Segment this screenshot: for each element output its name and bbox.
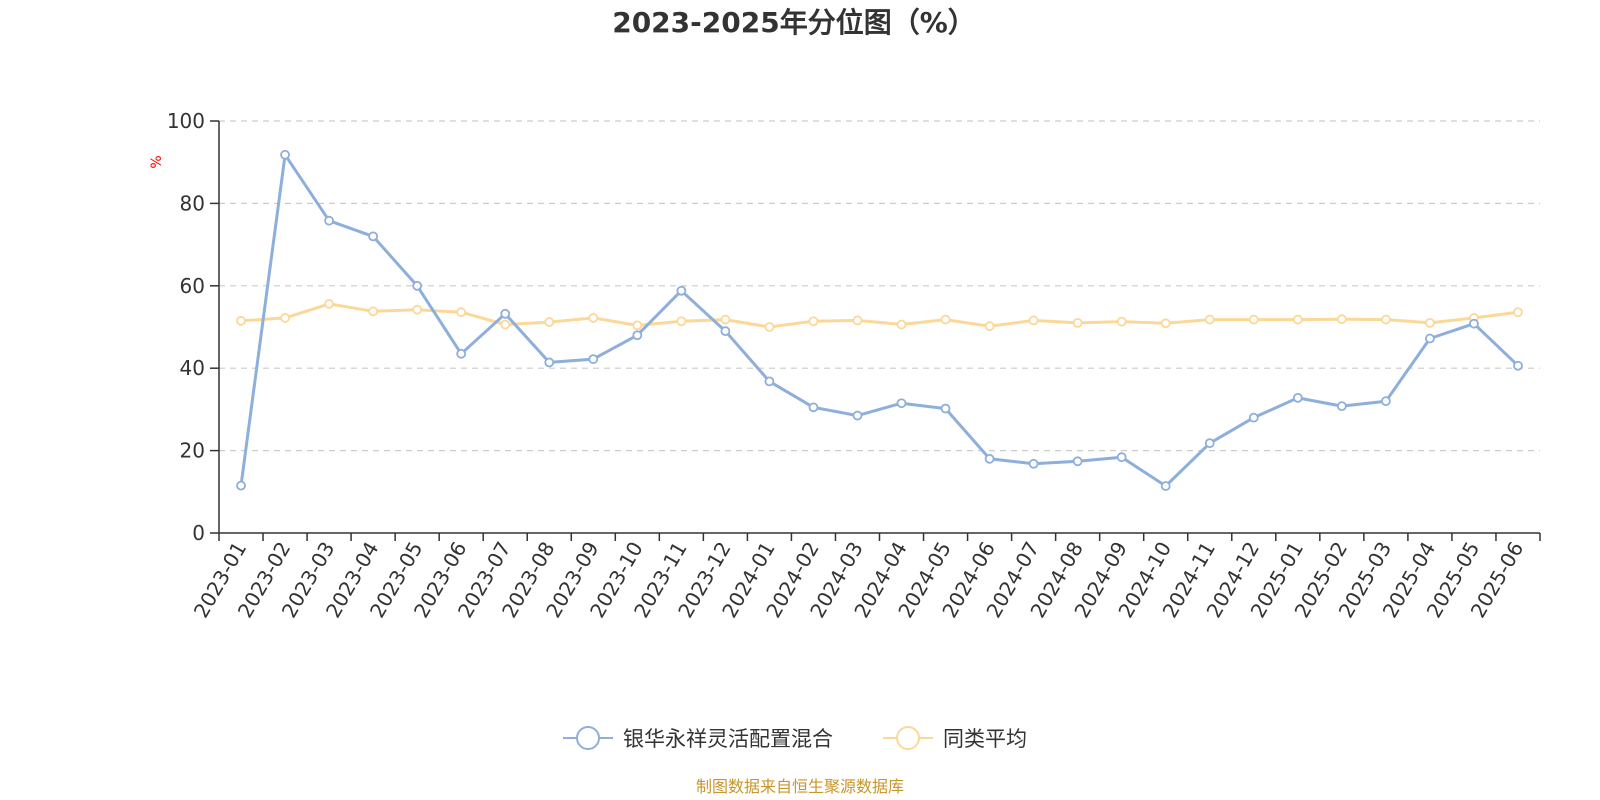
data-point <box>236 315 246 326</box>
data-point <box>1028 458 1039 469</box>
data-point <box>324 215 334 226</box>
data-point <box>1469 318 1479 329</box>
data-point <box>1425 317 1435 328</box>
data-point <box>1248 412 1259 423</box>
data-point <box>720 314 731 325</box>
data-point <box>720 326 731 337</box>
legend-marker <box>896 726 920 750</box>
y-tick-label: 20 <box>180 439 205 463</box>
series-lines <box>236 149 1523 491</box>
data-point <box>1204 314 1215 325</box>
data-point <box>1336 401 1347 412</box>
data-point <box>632 320 643 331</box>
data-point <box>588 313 599 323</box>
data-point <box>1072 317 1083 328</box>
data-point <box>1336 314 1347 325</box>
data-point <box>808 316 819 327</box>
data-point <box>412 280 423 291</box>
legend-item-1[interactable]: 银华永祥灵活配置混合 <box>563 726 833 751</box>
data-point <box>588 354 599 365</box>
data-point <box>1292 392 1303 403</box>
y-tick-label: 100 <box>167 109 205 133</box>
data-point <box>896 319 907 330</box>
data-point <box>280 149 290 160</box>
data-point <box>456 348 467 359</box>
data-point <box>500 319 511 330</box>
legend-marker <box>576 726 600 750</box>
data-point <box>1513 307 1523 318</box>
data-point <box>984 453 995 464</box>
data-point <box>368 231 379 242</box>
data-point <box>896 398 907 409</box>
data-point <box>1204 438 1215 449</box>
data-point <box>676 285 687 296</box>
data-point <box>1380 396 1391 407</box>
data-point <box>544 317 555 327</box>
y-axis-label: % <box>149 155 165 168</box>
data-point <box>1248 314 1259 325</box>
data-point <box>632 330 643 341</box>
data-point <box>1116 452 1127 463</box>
data-point <box>500 308 511 319</box>
data-point <box>808 402 819 413</box>
data-point <box>544 357 555 368</box>
data-point <box>1292 314 1303 325</box>
data-point <box>676 316 687 327</box>
data-point <box>368 306 379 317</box>
legend-label: 银华永祥灵活配置混合 <box>623 727 833 751</box>
data-point <box>280 313 290 323</box>
data-point <box>940 314 951 325</box>
y-tick-label: 0 <box>192 521 205 545</box>
y-tick-label: 40 <box>180 356 205 380</box>
data-point <box>1425 333 1435 344</box>
data-point <box>456 307 467 318</box>
data-point <box>1160 318 1171 329</box>
data-point <box>1160 481 1171 491</box>
data-point <box>412 304 423 315</box>
data-point <box>1072 456 1083 467</box>
source-note: 制图数据来自恒生聚源数据库 <box>696 777 904 796</box>
y-tick-label: 80 <box>180 191 205 215</box>
data-point <box>852 315 863 326</box>
chart-title: 2023-2025年分位图（%） <box>612 6 976 39</box>
data-point <box>324 299 334 309</box>
data-point <box>984 321 995 332</box>
data-point <box>1028 315 1039 326</box>
series-line <box>239 153 1520 488</box>
data-point <box>764 322 775 332</box>
grid-lines <box>219 120 1540 452</box>
series-1 <box>236 149 1523 491</box>
series-line <box>240 302 1519 329</box>
axes: 0204060801002023-012023-022023-032023-04… <box>167 109 1541 622</box>
data-point <box>236 480 246 491</box>
legend-label: 同类平均 <box>943 727 1027 751</box>
data-point <box>1513 360 1523 371</box>
data-point <box>764 376 775 387</box>
y-tick-label: 60 <box>180 274 205 298</box>
data-point <box>1116 316 1127 327</box>
data-point <box>940 403 951 414</box>
legend-item-2[interactable]: 同类平均 <box>883 726 1027 751</box>
data-point <box>1380 314 1391 325</box>
legend[interactable]: 银华永祥灵活配置混合 同类平均 <box>563 726 1027 751</box>
data-point <box>852 410 863 421</box>
